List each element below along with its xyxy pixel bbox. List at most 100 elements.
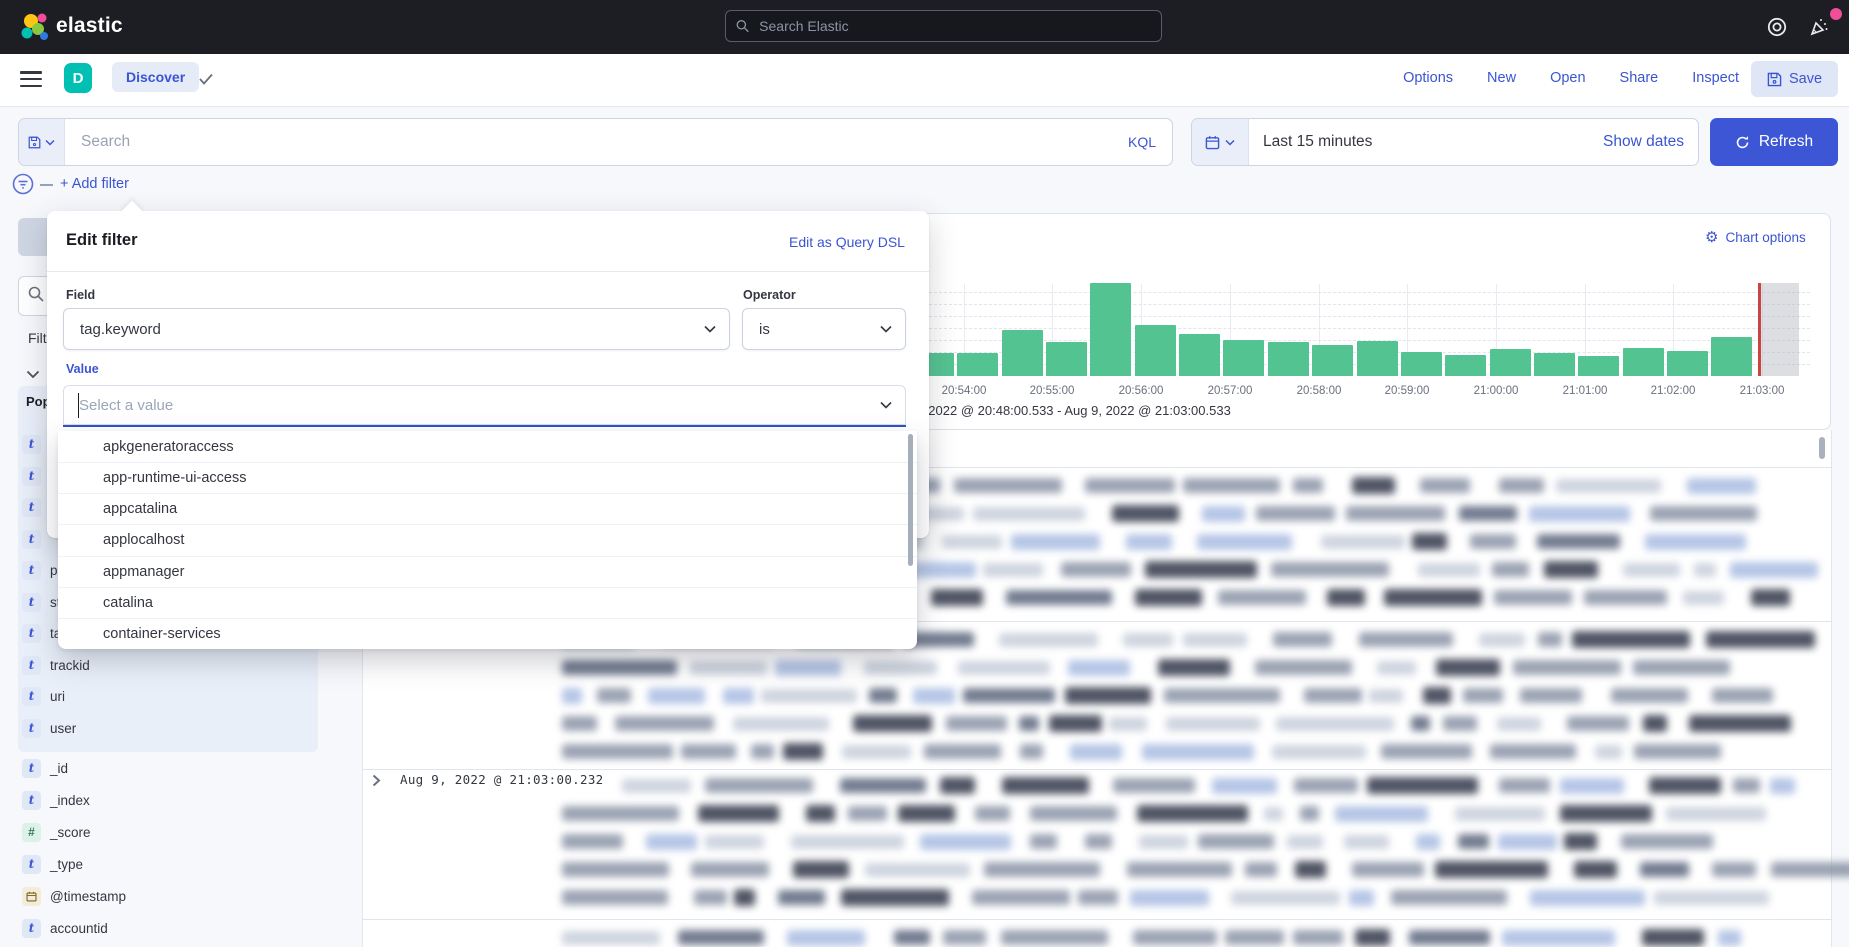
main-menu-button[interactable]: [20, 71, 42, 87]
show-dates-button[interactable]: Show dates: [1603, 133, 1684, 150]
x-axis-tick-label: 21:03:00: [1739, 385, 1785, 397]
histogram-bar[interactable]: [1445, 355, 1486, 376]
histogram-bar[interactable]: [1623, 348, 1664, 376]
sidebar-field-_id[interactable]: t _id: [22, 756, 68, 780]
discover-app-badge[interactable]: D: [64, 63, 92, 93]
elastic-logo-icon[interactable]: [20, 12, 50, 42]
sidebar-field-st[interactable]: t st: [22, 590, 61, 614]
histogram-bar[interactable]: [1578, 356, 1619, 376]
histogram-bar[interactable]: [1711, 337, 1752, 376]
value-option[interactable]: catalina: [58, 586, 917, 618]
field-select[interactable]: tag.keyword: [63, 308, 730, 350]
value-combobox[interactable]: [63, 385, 906, 427]
value-option[interactable]: container-services: [58, 617, 917, 649]
sidebar-field-user[interactable]: t user: [22, 716, 76, 740]
check-icon: [199, 73, 213, 85]
sidebar-field-ta[interactable]: t ta: [22, 621, 61, 645]
chart-options-button[interactable]: ⚙ Chart options: [1705, 230, 1806, 245]
chart-horizontal-gridline: [929, 340, 1810, 341]
histogram-bar[interactable]: [957, 353, 998, 376]
refresh-button[interactable]: Refresh: [1710, 118, 1838, 166]
histogram-bar[interactable]: [1223, 340, 1264, 376]
elastic-logo-text: elastic: [56, 14, 123, 37]
value-option[interactable]: apkgeneratoraccess: [103, 438, 234, 455]
date-quick-menu-button[interactable]: [1192, 119, 1249, 165]
sidebar-field-hidden[interactable]: t: [22, 464, 50, 488]
saved-query-menu-button[interactable]: [19, 119, 65, 165]
search-icon: [28, 286, 44, 302]
text-field-icon: t: [22, 918, 41, 938]
toolbar-link-inspect[interactable]: Inspect: [1692, 70, 1739, 86]
sidebar-field-_index[interactable]: t _index: [22, 788, 90, 812]
x-axis-tick-label: 21:01:00: [1562, 385, 1608, 397]
operator-select[interactable]: is: [742, 308, 906, 350]
field-label: Field: [66, 288, 96, 302]
sidebar-field-trackid[interactable]: t trackid: [22, 653, 90, 677]
global-search-box[interactable]: [725, 10, 1162, 42]
toolbar-link-open[interactable]: Open: [1550, 70, 1586, 86]
histogram-bar[interactable]: [1401, 352, 1442, 376]
histogram-bar[interactable]: [1357, 341, 1398, 376]
x-axis-tick-label: 20:55:00: [1029, 385, 1075, 397]
value-option[interactable]: applocalhost: [58, 524, 917, 555]
histogram-bar[interactable]: [1135, 325, 1176, 376]
histogram-bar[interactable]: [1179, 334, 1220, 376]
documents-scrollbar[interactable]: [1819, 437, 1825, 459]
histogram-bar[interactable]: [1268, 342, 1309, 376]
text-field-icon: t: [22, 686, 41, 706]
text-field-icon: t: [22, 718, 41, 738]
date-field-icon: [22, 886, 41, 906]
value-option[interactable]: appmanager: [58, 555, 917, 587]
histogram-bar[interactable]: [1090, 283, 1131, 376]
chart-vertical-gridline: [964, 284, 965, 376]
save-icon: [1767, 72, 1782, 86]
text-field-icon: t: [22, 560, 41, 580]
expand-document-icon[interactable]: [372, 774, 381, 787]
value-option[interactable]: app-runtime-ui-access: [58, 462, 917, 493]
sidebar-field-hidden[interactable]: t: [22, 527, 50, 551]
chart-options-label: Chart options: [1725, 230, 1806, 245]
query-language-button[interactable]: KQL: [1127, 134, 1156, 150]
sidebar-field-accountid[interactable]: t accountid: [22, 916, 108, 940]
table-row-separator: [362, 467, 1832, 468]
histogram-bar[interactable]: [1002, 330, 1043, 376]
sidebar-field-_score[interactable]: # _score: [22, 820, 91, 844]
toolbar-link-options[interactable]: Options: [1403, 70, 1454, 86]
sidebar-field-uri[interactable]: t uri: [22, 684, 65, 708]
help-icon[interactable]: [1766, 16, 1788, 38]
search-icon: [736, 19, 749, 33]
filter-by-type-button[interactable]: Filt: [28, 330, 47, 346]
add-filter-button[interactable]: + Add filter: [60, 176, 129, 192]
x-axis-tick-label: 21:02:00: [1650, 385, 1696, 397]
value-combobox-input[interactable]: [63, 396, 880, 414]
time-range-value[interactable]: Last 15 minutes: [1263, 133, 1373, 150]
chevron-down-icon[interactable]: [26, 370, 40, 379]
histogram-bar[interactable]: [1312, 345, 1353, 376]
sidebar-field-hidden[interactable]: t: [22, 495, 50, 519]
sidebar-field-@timestamp[interactable]: @timestamp: [22, 884, 126, 908]
histogram-bar[interactable]: [1490, 349, 1531, 376]
chart-vertical-gridline: [1230, 284, 1231, 376]
histogram-bar[interactable]: [1534, 353, 1575, 376]
sidebar-field-_type[interactable]: t _type: [22, 852, 83, 876]
options-list-scrollbar[interactable]: [908, 434, 913, 566]
histogram-bar[interactable]: [1046, 342, 1087, 376]
value-option[interactable]: appcatalina: [58, 493, 917, 524]
chart-vertical-gridline: [1407, 284, 1408, 376]
filter-menu-icon[interactable]: [11, 172, 35, 196]
histogram-bar[interactable]: [1667, 351, 1708, 376]
edit-as-query-dsl-link[interactable]: Edit as Query DSL: [789, 234, 905, 250]
text-cursor: [78, 393, 79, 418]
toolbar-link-share[interactable]: Share: [1619, 70, 1659, 86]
query-search-input[interactable]: [65, 133, 1112, 151]
sidebar-field-hidden[interactable]: t: [22, 432, 50, 456]
field-label: ta: [50, 625, 62, 641]
global-search-input[interactable]: [757, 17, 1151, 35]
save-button[interactable]: Save: [1751, 61, 1838, 97]
sidebar-field-pr[interactable]: t pr: [22, 558, 62, 582]
toolbar-link-new[interactable]: New: [1487, 70, 1517, 86]
news-feed-icon[interactable]: [1808, 16, 1830, 38]
text-field-icon: t: [22, 434, 41, 454]
breadcrumb[interactable]: Discover: [112, 62, 200, 92]
